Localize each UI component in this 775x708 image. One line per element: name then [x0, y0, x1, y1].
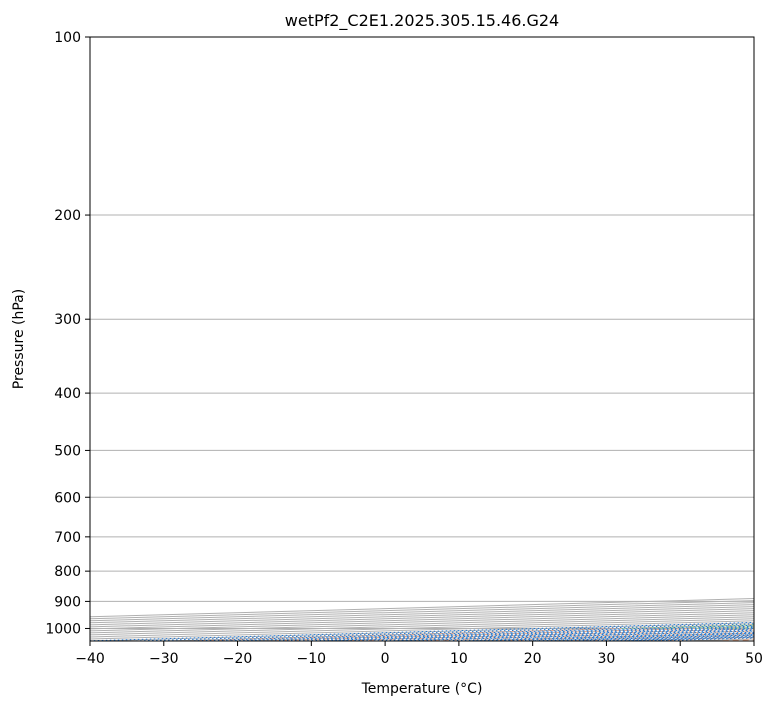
background-lines: [90, 37, 775, 641]
y-tick-label: 700: [54, 530, 81, 546]
y-tick-label: 800: [54, 564, 81, 580]
x-tick-label: 10: [450, 651, 468, 667]
x-tick-label: −40: [75, 651, 105, 667]
y-tick-label: 100: [54, 30, 81, 46]
y-tick-label: 500: [54, 443, 81, 459]
plot-frame: [89, 36, 755, 642]
x-tick-label: 20: [524, 651, 542, 667]
x-tick-label: −10: [297, 651, 327, 667]
y-tick-label: 900: [54, 594, 81, 610]
x-tick-label: 50: [745, 651, 763, 667]
y-axis-title: Pressure (hPa): [11, 289, 27, 389]
x-tick-label: −20: [223, 651, 253, 667]
y-axis: 100 200 300 400 500 600 700 800 900 1000: [45, 30, 90, 637]
plot-background: [90, 37, 754, 641]
isotherm-line: [753, 640, 754, 641]
x-axis-title: Temperature (°C): [361, 681, 483, 697]
x-tick-label: 30: [598, 651, 616, 667]
x-tick-label: 40: [671, 651, 689, 667]
moist-adiabat-line: [769, 37, 775, 629]
x-tick-label: 0: [381, 651, 390, 667]
x-tick-label: −30: [149, 651, 179, 667]
chart-title: wetPf2_C2E1.2025.305.15.46.G24: [285, 11, 559, 31]
y-tick-label: 200: [54, 208, 81, 224]
x-axis: −40 −30 −20 −10 0 10 20 30 40 50: [75, 641, 763, 667]
y-tick-label: 600: [54, 490, 81, 506]
y-tick-label: 1000: [45, 621, 81, 637]
y-tick-label: 300: [54, 312, 81, 328]
y-tick-label: 400: [54, 386, 81, 402]
